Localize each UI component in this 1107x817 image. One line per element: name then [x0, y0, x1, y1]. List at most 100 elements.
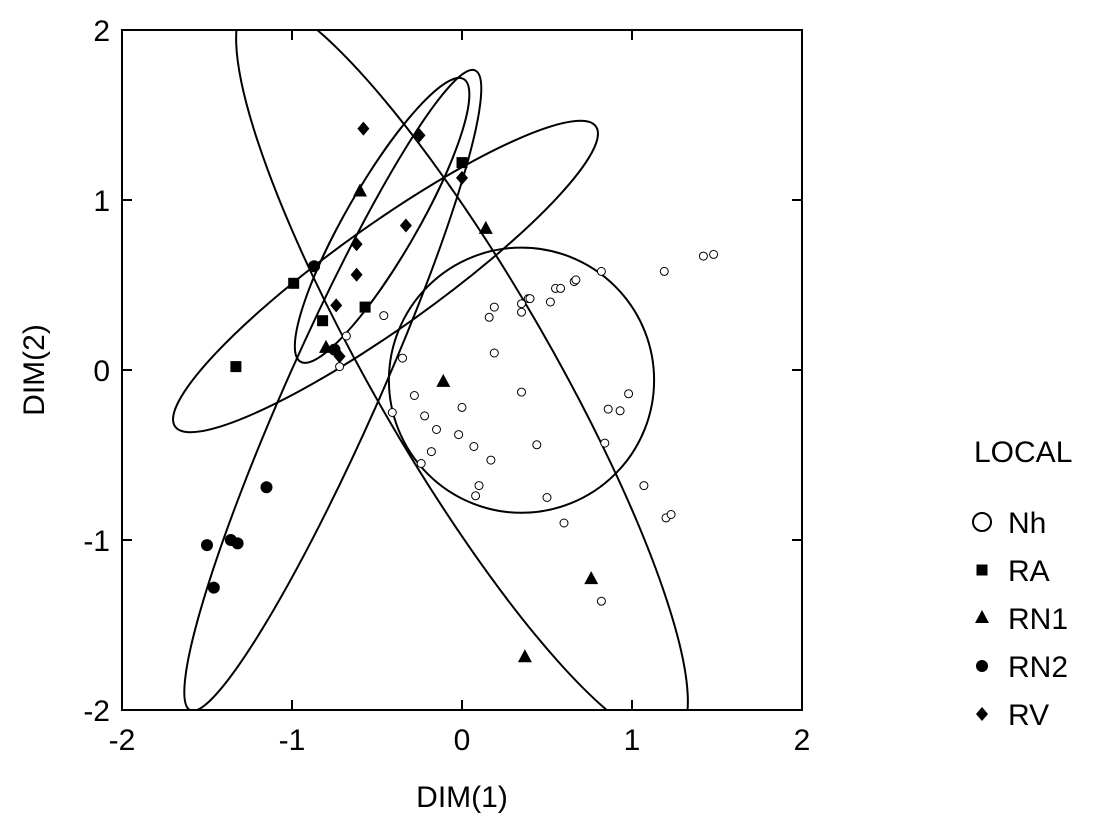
legend-label: RA: [1008, 555, 1050, 588]
point-nh: [545, 297, 555, 307]
legend-marker-rn1: [975, 610, 989, 623]
legend-label: RN1: [1008, 603, 1068, 636]
legend-item-rv: RV: [976, 699, 1049, 732]
legend-item-nh: Nh: [972, 507, 1046, 540]
point-ra: [288, 277, 300, 289]
point-rv: [413, 128, 426, 143]
y-tick-label: -1: [83, 525, 110, 558]
point-rv: [399, 218, 412, 233]
y-tick-label: 2: [93, 15, 110, 48]
point-nh: [600, 438, 610, 448]
series-rn1: [319, 183, 599, 663]
point-nh: [416, 459, 426, 468]
legend-marker-ra: [976, 564, 988, 576]
legend-label: RN2: [1008, 651, 1068, 684]
point-nh: [398, 353, 407, 363]
y-tick-label: 1: [93, 185, 110, 218]
point-rn1: [584, 571, 599, 585]
point-rn2: [207, 581, 220, 594]
legend-label: RV: [1008, 699, 1049, 732]
point-rv: [456, 170, 468, 185]
point-rv: [350, 267, 363, 282]
legend-item-rn2: RN2: [976, 651, 1068, 684]
legend-item-rn1: RN1: [975, 603, 1068, 636]
point-nh: [426, 447, 436, 457]
point-nh: [709, 249, 719, 259]
point-nh: [387, 408, 397, 417]
point-nh: [517, 307, 526, 317]
point-nh: [517, 387, 526, 397]
point-nh: [489, 302, 499, 312]
series-ra: [230, 157, 468, 373]
point-rv: [350, 237, 363, 252]
y-axis-label: DIM(2): [18, 324, 51, 416]
point-rv: [330, 298, 343, 313]
point-nh: [532, 440, 542, 450]
point-nh: [469, 442, 479, 451]
point-nh: [341, 331, 351, 341]
point-nh: [596, 266, 606, 276]
x-tick-label: 1: [624, 724, 641, 757]
point-nh: [335, 362, 345, 372]
point-nh: [432, 425, 441, 434]
point-nh: [379, 311, 389, 321]
point-rn2: [308, 260, 321, 273]
y-tick-label: 0: [93, 355, 110, 388]
legend-marker-rv: [976, 707, 988, 721]
legend-marker-rn2: [976, 660, 988, 672]
ellipse-ra: [172, 119, 599, 434]
point-ra: [230, 361, 242, 373]
point-rv: [333, 349, 346, 364]
point-rn2: [201, 539, 213, 552]
point-nh: [659, 266, 669, 276]
point-nh: [698, 251, 708, 261]
y-tick-label: -2: [83, 695, 110, 728]
x-tick-label: -2: [109, 724, 136, 757]
point-nh: [525, 294, 535, 304]
data-points: [201, 121, 719, 663]
point-nh: [559, 518, 569, 528]
point-rn1: [353, 183, 367, 197]
point-nh: [484, 312, 494, 322]
legend-marker-nh: [972, 512, 992, 532]
point-ra: [317, 315, 329, 327]
point-rn2: [231, 537, 244, 550]
point-nh: [542, 493, 552, 502]
point-nh: [596, 596, 606, 606]
point-nh: [666, 510, 676, 519]
ellipse-rv: [293, 76, 471, 364]
point-nh: [454, 430, 464, 440]
point-nh: [603, 404, 613, 414]
point-nh: [489, 348, 499, 358]
x-axis-label: DIM(1): [416, 781, 508, 814]
legend-label: Nh: [1008, 507, 1046, 540]
legend-title: LOCAL: [974, 436, 1072, 469]
point-rv: [357, 121, 370, 136]
point-nh: [615, 406, 625, 416]
point-nh: [556, 283, 566, 293]
series-rv: [330, 121, 468, 364]
point-nh: [457, 402, 467, 412]
ellipse-rn1: [235, 30, 689, 710]
point-nh: [409, 391, 419, 400]
point-nh: [571, 275, 581, 285]
point-rn1: [478, 220, 493, 234]
point-nh: [624, 389, 634, 399]
point-nh: [517, 299, 526, 309]
point-rn2: [260, 481, 273, 494]
point-rn1: [517, 649, 532, 663]
point-nh: [420, 411, 430, 421]
axes: DIM(1) DIM(2) -2 -1 0 1 2 -2 -1 0 1 2: [18, 15, 810, 814]
x-tick-label: 0: [454, 724, 471, 757]
point-ra: [359, 301, 371, 313]
legend: LOCAL Nh RA RN1 RN2 RV: [972, 436, 1072, 732]
series-rn2: [201, 260, 341, 594]
ellipse-rn2: [183, 68, 483, 710]
legend-item-ra: RA: [976, 555, 1050, 588]
ellipse-nh: [387, 246, 656, 514]
point-nh: [474, 481, 484, 491]
series-nh: [335, 249, 719, 606]
point-ra: [456, 157, 468, 169]
